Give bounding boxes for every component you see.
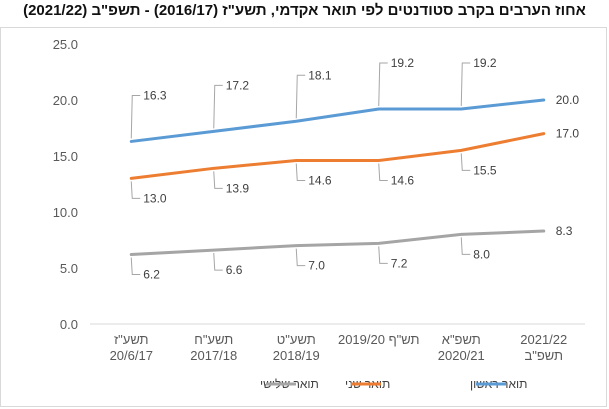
label-leader — [460, 237, 471, 255]
data-label: 7.2 — [391, 256, 408, 270]
data-label: 16.3 — [143, 88, 167, 102]
data-label: 6.2 — [143, 268, 160, 282]
data-label: 19.2 — [391, 56, 415, 70]
label-leader — [130, 257, 141, 276]
data-label: 20.0 — [556, 93, 580, 107]
y-tick-label: 0.0 — [60, 317, 78, 332]
y-tick-label: 20.0 — [53, 93, 78, 108]
x-tick-label: תשפ"א — [442, 332, 481, 347]
label-leader — [378, 246, 388, 264]
label-leader — [130, 181, 141, 199]
x-tick-label: 2018/19 — [273, 348, 320, 363]
data-labels: 16.3 17.2 18.1 19.2 19.2 20.0 13.0 13.9 14.6 14.6… — [143, 56, 579, 282]
label-leader — [460, 62, 471, 106]
data-label: 7.0 — [308, 259, 325, 273]
data-label: 14.6 — [391, 173, 415, 187]
x-tick-label: תשע"ח — [194, 332, 233, 347]
label-leader — [130, 94, 141, 139]
data-label-leaders — [130, 62, 471, 276]
data-label: 8.0 — [473, 247, 490, 261]
data-label: 6.6 — [226, 263, 243, 277]
label-leader — [213, 171, 223, 189]
chart-title: אחוז הערבים בקרב סטודנטים לפי תואר אקדמי… — [23, 2, 586, 19]
x-tick-label: 2020/21 — [438, 348, 485, 363]
x-tick-label: 2021/22 — [520, 332, 567, 347]
data-label: 18.1 — [308, 68, 332, 82]
label-leader — [378, 62, 388, 106]
legend: תואר שלישי תואר שני תואר ראשון — [260, 377, 527, 391]
data-label: 19.2 — [473, 56, 497, 70]
series-line — [129, 132, 546, 180]
x-tick-label: תשע"ט — [277, 332, 316, 347]
data-label: 17.2 — [226, 78, 250, 92]
data-label: 17.0 — [556, 127, 580, 141]
data-label: 13.0 — [143, 191, 167, 205]
data-label: 8.3 — [556, 224, 573, 238]
series-line — [129, 229, 546, 257]
y-tick-label: 15.0 — [53, 149, 78, 164]
label-leader — [213, 84, 223, 129]
label-leader — [213, 253, 223, 271]
data-label: 13.9 — [226, 181, 250, 195]
label-leader — [295, 163, 306, 181]
y-tick-label: 5.0 — [60, 261, 78, 276]
series-lines — [129, 98, 546, 257]
series-line — [129, 98, 546, 143]
x-tick-label: תשע"ז — [114, 332, 149, 347]
label-leader — [460, 153, 471, 171]
y-axis: 0.0 5.0 10.0 15.0 20.0 25.0 — [53, 37, 585, 332]
x-tick-label: תשפ"ב — [524, 348, 563, 363]
chart-frame — [0, 27, 607, 407]
label-leader — [295, 74, 306, 119]
x-tick-label: 2019/20 תש"ף — [338, 332, 420, 347]
y-tick-label: 10.0 — [53, 205, 78, 220]
x-tick-label: 2017/18 — [190, 348, 237, 363]
label-leader — [295, 248, 306, 267]
data-label: 14.6 — [308, 173, 332, 187]
x-tick-label: 20/6/17 — [110, 348, 153, 363]
y-tick-label: 25.0 — [53, 37, 78, 52]
label-leader — [378, 163, 388, 181]
data-label: 15.5 — [473, 163, 497, 177]
